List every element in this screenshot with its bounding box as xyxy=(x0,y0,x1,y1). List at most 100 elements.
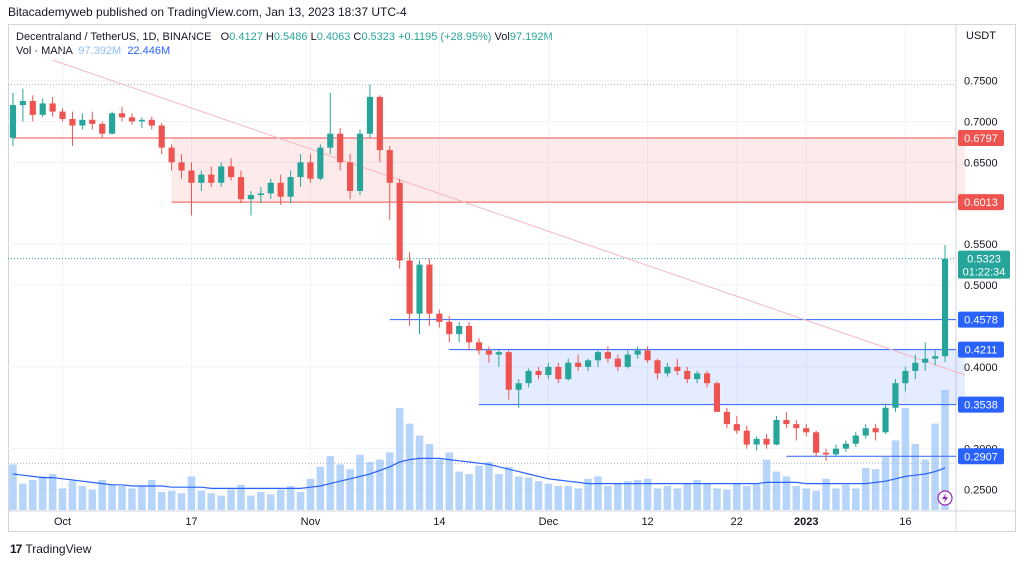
y-tick-label: 0.7500 xyxy=(964,76,998,88)
volume-bar xyxy=(594,476,602,510)
price-zone xyxy=(479,349,965,405)
volume-bar xyxy=(48,474,57,510)
candle-body xyxy=(535,370,542,376)
volume-bar xyxy=(58,488,67,510)
open-value: 0.4127 xyxy=(229,31,263,43)
volume-bar xyxy=(772,471,781,510)
current-price-countdown: 01:22:34 xyxy=(963,267,1006,279)
candle-body xyxy=(277,182,284,197)
price-label-bg xyxy=(958,341,1004,358)
volume-bar xyxy=(504,466,513,510)
candle-body xyxy=(525,370,532,384)
volume-bar xyxy=(78,486,87,510)
candle-body xyxy=(475,342,483,351)
y-tick-label: 0.6500 xyxy=(964,157,998,169)
y-tick-label: 0.2500 xyxy=(964,485,998,497)
volume-bar xyxy=(465,474,473,510)
candle-body xyxy=(515,383,522,390)
volume-bar xyxy=(733,483,741,510)
volume-indicator-value: 97.392M xyxy=(78,45,122,57)
x-tick-label: 2023 xyxy=(794,516,818,528)
volume-bar xyxy=(663,486,672,510)
volume-bar xyxy=(822,478,830,510)
x-tick-label: 14 xyxy=(433,516,445,528)
candle-body xyxy=(723,411,730,425)
volume-bar xyxy=(29,480,37,510)
candle-body xyxy=(575,362,582,367)
volume-bar xyxy=(554,486,563,510)
volume-bar xyxy=(881,457,890,510)
high-key: H xyxy=(265,31,274,43)
volume-bar xyxy=(296,492,305,510)
candle-body xyxy=(664,366,671,374)
volume-bar xyxy=(742,486,751,510)
candle-body xyxy=(892,383,899,408)
candle-body xyxy=(49,103,56,112)
candle-body xyxy=(763,438,770,445)
volume-bar xyxy=(584,478,592,510)
candle-body xyxy=(257,193,264,196)
volume-bars xyxy=(9,390,949,510)
tradingview-brand: TradingView xyxy=(25,542,92,556)
x-tick-label: Oct xyxy=(54,516,71,528)
candle-body xyxy=(624,354,631,367)
volume-bar xyxy=(683,483,691,510)
candle-body xyxy=(426,264,433,314)
candle-body xyxy=(376,96,383,151)
high-value: 0.5486 xyxy=(273,31,308,43)
volume-bar xyxy=(911,444,920,510)
volume-bar xyxy=(38,476,47,510)
candle-body xyxy=(614,358,621,367)
volume-bar xyxy=(752,483,761,510)
volume-bar xyxy=(802,488,810,510)
volume-bar xyxy=(564,486,573,510)
volume-bar xyxy=(286,486,295,510)
candle-body xyxy=(654,360,661,374)
candle-body xyxy=(39,103,46,115)
candle-body xyxy=(168,147,175,163)
volume-bar xyxy=(524,477,533,510)
volume-ma-polyline xyxy=(12,457,946,489)
volume-bar xyxy=(247,495,255,510)
price-label-text: 0.3538 xyxy=(964,400,998,412)
close-value: 0.5323 xyxy=(361,31,396,43)
volume-bar xyxy=(395,408,404,510)
volume-bar xyxy=(475,465,483,510)
volume-bar xyxy=(9,464,17,510)
volume-bar xyxy=(891,440,900,510)
volume-bar xyxy=(623,481,632,510)
candle-body xyxy=(495,352,502,355)
candle-body xyxy=(267,182,274,194)
price-label-bg xyxy=(958,194,1004,211)
tradingview-logo[interactable]: 17 TradingView xyxy=(10,542,91,556)
volume-bar xyxy=(435,459,444,510)
x-tick-label: 12 xyxy=(641,516,653,528)
candle-body xyxy=(941,258,949,357)
volume-bar xyxy=(604,486,612,510)
time-axis: Oct 17 Nov 14 Dec 12 22 2023 16 xyxy=(54,516,912,528)
candle-body xyxy=(158,125,165,148)
volume-bar xyxy=(871,469,880,510)
candle-body xyxy=(178,162,185,171)
candle-body xyxy=(327,133,334,148)
candle-body xyxy=(79,119,86,126)
candle-body xyxy=(565,362,572,380)
price-level-labels: 0.6797 0.6013 0.4578 0.4211 0.3538 0.2907 0.53… xyxy=(937,130,1010,506)
candle-body xyxy=(832,448,840,455)
candle-body xyxy=(456,325,463,335)
volume-bar xyxy=(138,486,146,510)
x-tick-label: 17 xyxy=(185,516,197,528)
chart-frame[interactable] xyxy=(8,24,1016,532)
volume-bar xyxy=(842,484,850,510)
candle-body xyxy=(922,358,929,363)
volume-bar xyxy=(852,488,860,510)
volume-bar xyxy=(574,488,582,510)
y-tick-label: 0.5000 xyxy=(964,280,998,292)
candle-body xyxy=(317,147,324,179)
price-label-text: 0.6013 xyxy=(964,197,998,209)
symbol-title[interactable]: Decentraland / TetherUS, 1D, BINANCE xyxy=(16,31,212,43)
volume-indicator-name[interactable]: Vol · MANA xyxy=(16,45,73,57)
candle-body xyxy=(69,118,76,126)
low-value: 0.4063 xyxy=(316,31,351,43)
